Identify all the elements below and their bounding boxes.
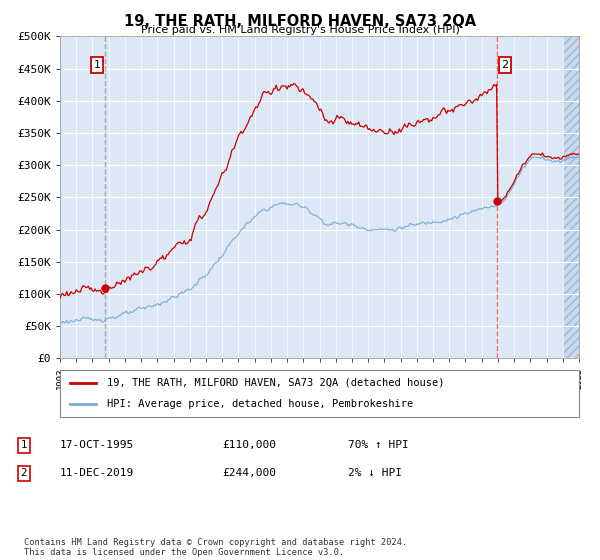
Text: 1: 1 [94,60,101,70]
Text: HPI: Average price, detached house, Pembrokeshire: HPI: Average price, detached house, Pemb… [107,399,413,409]
Text: 2: 2 [20,468,28,478]
Text: £110,000: £110,000 [222,440,276,450]
Text: 11-DEC-2019: 11-DEC-2019 [60,468,134,478]
Text: 17-OCT-1995: 17-OCT-1995 [60,440,134,450]
Text: 19, THE RATH, MILFORD HAVEN, SA73 2QA (detached house): 19, THE RATH, MILFORD HAVEN, SA73 2QA (d… [107,378,444,388]
FancyBboxPatch shape [60,370,579,417]
Bar [563,36,579,358]
Text: 19, THE RATH, MILFORD HAVEN, SA73 2QA: 19, THE RATH, MILFORD HAVEN, SA73 2QA [124,14,476,29]
Text: £244,000: £244,000 [222,468,276,478]
Text: 2% ↓ HPI: 2% ↓ HPI [348,468,402,478]
Text: Contains HM Land Registry data © Crown copyright and database right 2024.
This d: Contains HM Land Registry data © Crown c… [24,538,407,557]
Text: Price paid vs. HM Land Registry's House Price Index (HPI): Price paid vs. HM Land Registry's House … [140,25,460,35]
Text: 2: 2 [502,60,509,70]
Text: 70% ↑ HPI: 70% ↑ HPI [348,440,409,450]
Text: 1: 1 [20,440,28,450]
